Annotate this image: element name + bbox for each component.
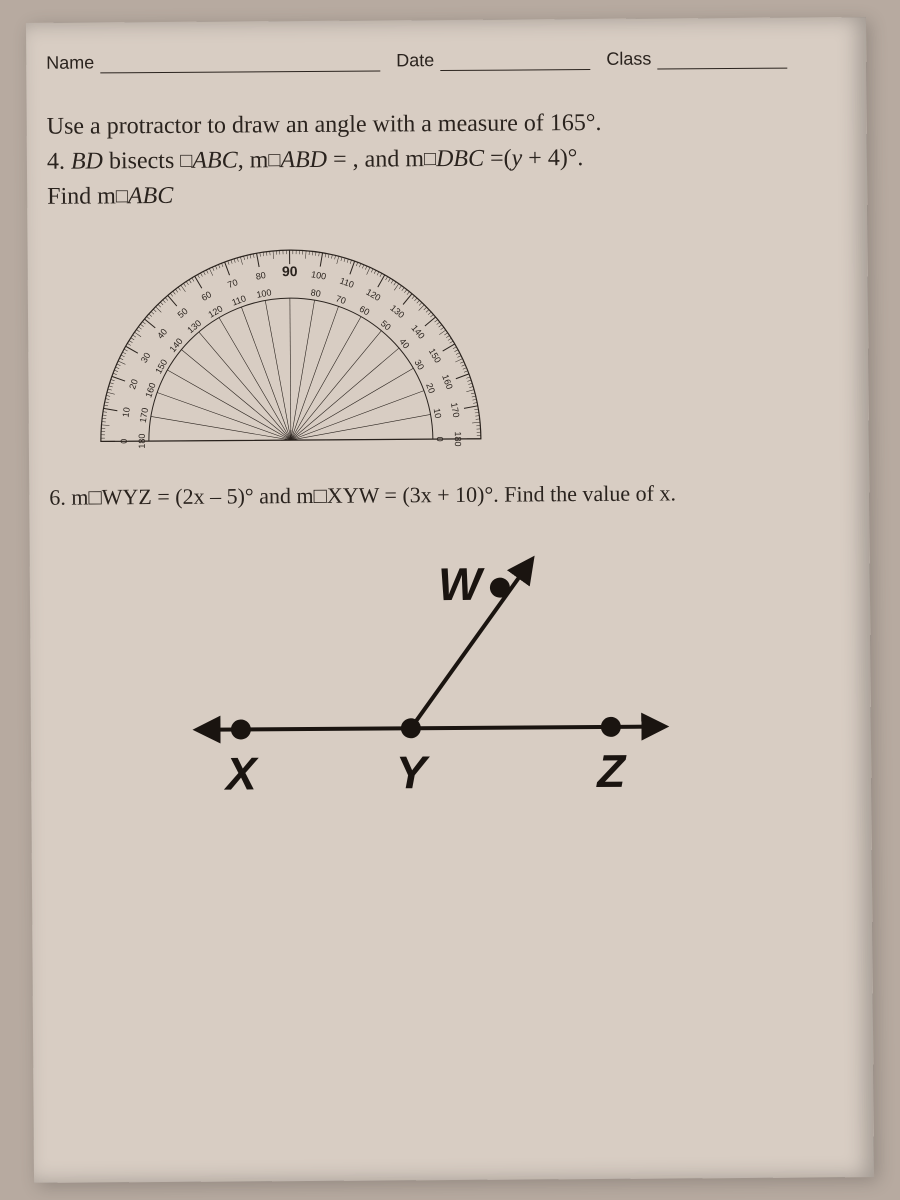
question-4-line2: Find m□ABC — [47, 174, 837, 214]
q6-wyz: WYZ — [102, 484, 152, 509]
date-label: Date — [396, 50, 434, 71]
svg-text:180: 180 — [137, 434, 147, 449]
svg-text:X: X — [223, 748, 259, 800]
svg-text:W: W — [438, 558, 485, 610]
svg-text:30: 30 — [139, 351, 153, 365]
svg-text:50: 50 — [176, 306, 190, 320]
svg-text:160: 160 — [440, 373, 455, 391]
svg-text:Y: Y — [396, 747, 431, 799]
q4-abc2: ABC — [128, 183, 174, 209]
svg-text:70: 70 — [226, 278, 239, 291]
class-label: Class — [606, 49, 651, 70]
svg-text:80: 80 — [310, 288, 322, 300]
intro-text: Use a protractor to draw an angle with a… — [47, 104, 837, 144]
question-4: 4. BD bisects □ABC, m□ABD = , and m□DBC … — [47, 139, 837, 179]
svg-text:20: 20 — [127, 378, 140, 391]
header-row: Name Date Class — [46, 47, 836, 74]
svg-text:10: 10 — [432, 408, 444, 420]
q6-pre: 6. m□ — [49, 485, 102, 510]
svg-text:170: 170 — [138, 407, 150, 423]
worksheet-page: Name Date Class Use a protractor to draw… — [26, 17, 874, 1183]
svg-text:90: 90 — [282, 263, 298, 279]
svg-text:130: 130 — [185, 318, 203, 335]
q4-dbc: DBC — [436, 146, 484, 172]
svg-text:120: 120 — [364, 287, 382, 303]
q6-m1: = (2x – 5)° and m□ — [152, 483, 327, 509]
q4-abc: ABC — [192, 147, 238, 173]
svg-text:10: 10 — [120, 407, 132, 419]
svg-text:140: 140 — [409, 323, 426, 341]
date-underline — [440, 55, 590, 71]
q4-t4: =(y + 4)°. — [484, 145, 583, 172]
svg-text:80: 80 — [255, 270, 267, 282]
protractor: 0180101702016030150401405013060120701108… — [79, 227, 839, 467]
svg-text:170: 170 — [449, 402, 462, 419]
svg-text:20: 20 — [424, 382, 437, 395]
svg-text:0: 0 — [119, 439, 129, 444]
svg-text:150: 150 — [427, 347, 443, 365]
q6-m2: = (3x + 10)°. Find the value of x. — [379, 481, 676, 508]
svg-text:60: 60 — [200, 290, 214, 304]
svg-text:130: 130 — [388, 303, 406, 320]
name-underline — [100, 56, 380, 73]
angle-diagram: W X Y Z — [180, 536, 842, 846]
q4-t2: , m□ — [238, 147, 281, 173]
svg-text:150: 150 — [153, 358, 169, 376]
svg-text:100: 100 — [256, 288, 273, 301]
class-underline — [657, 54, 787, 70]
svg-text:0: 0 — [435, 437, 445, 442]
q4-abd: ABD — [280, 147, 327, 173]
q4-l2a: Find m□ — [47, 183, 128, 210]
svg-text:180: 180 — [453, 432, 463, 447]
svg-text:70: 70 — [334, 294, 347, 307]
svg-text:100: 100 — [310, 270, 326, 282]
question-6: 6. m□WYZ = (2x – 5)° and m□XYW = (3x + 1… — [49, 480, 839, 512]
svg-text:110: 110 — [338, 276, 355, 290]
q4-t1: bisects □ — [103, 148, 193, 175]
svg-text:40: 40 — [155, 327, 169, 341]
q4-num: 4. — [47, 148, 71, 174]
name-label: Name — [46, 52, 94, 73]
class-field: Class — [606, 48, 787, 70]
svg-text:140: 140 — [167, 337, 184, 355]
date-field: Date — [396, 49, 590, 71]
q4-t3: = , and m□ — [327, 146, 436, 173]
name-field: Name — [46, 50, 380, 73]
q6-xyw: XYW — [327, 483, 379, 508]
svg-text:120: 120 — [206, 304, 224, 320]
q4-bd: BD — [71, 148, 103, 174]
svg-text:Z: Z — [595, 745, 627, 797]
